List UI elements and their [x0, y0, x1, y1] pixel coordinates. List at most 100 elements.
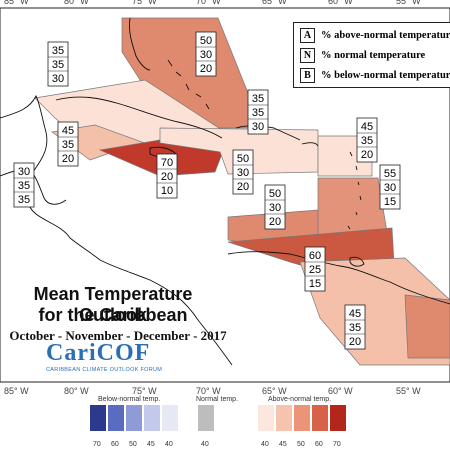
- legend-key-below: B: [300, 67, 315, 83]
- colorbar-value-above: 40: [261, 441, 269, 448]
- probability-box-frame: [232, 149, 254, 195]
- prob-normal: 35: [349, 322, 361, 334]
- prob-below: 20: [349, 336, 361, 348]
- prob-below: 35: [18, 194, 30, 206]
- prob-above: 35: [52, 45, 64, 57]
- logo-tagline: CARIBBEAN CLIMATE OUTLOOK FORUM: [46, 367, 163, 373]
- forecast-zones: [34, 17, 450, 366]
- lon-tick-60-bottom: 60° W: [328, 386, 353, 396]
- prob-below: 15: [309, 278, 321, 290]
- lon-tick-55: 55° W: [396, 0, 421, 6]
- prob-normal: 35: [18, 180, 30, 192]
- prob-normal: 30: [200, 49, 212, 61]
- map-title-line2: for the Caribbean: [38, 305, 188, 325]
- prob-above: 50: [237, 153, 249, 165]
- prob-above: 60: [309, 250, 321, 262]
- probability-box-gulf-mexico: 35 35 30: [47, 41, 69, 87]
- legend-label-above: % above-normal temperature: [321, 29, 450, 41]
- lon-tick-80-bottom: 80° W: [64, 386, 89, 396]
- prob-below: 20: [237, 181, 249, 193]
- lon-tick-60: 60° W: [328, 0, 353, 6]
- probability-box-bahamas-north: 50 30 20: [195, 31, 217, 77]
- colorbar-value-below: 60: [111, 441, 119, 448]
- lon-tick-85-bottom: 85° W: [4, 386, 29, 396]
- colorbar-value-above: 70: [333, 441, 341, 448]
- legend-key-normal: N: [300, 47, 315, 63]
- probability-legend: A % above-normal temperature N % normal …: [293, 22, 450, 88]
- colorbar-value-above: 45: [279, 441, 287, 448]
- probability-box-jamaica: 70 20 10: [156, 153, 178, 199]
- prob-above: 50: [269, 188, 281, 200]
- lon-tick-65: 65° W: [262, 0, 287, 6]
- lon-tick-65-bottom: 65° W: [262, 386, 287, 396]
- probability-box-frame: [156, 153, 178, 199]
- probability-box-cuba-west: 45 35 20: [57, 121, 79, 167]
- probability-box-frame: [356, 117, 378, 163]
- prob-normal: 35: [361, 135, 373, 147]
- prob-normal: 25: [309, 264, 321, 276]
- logo-name: CariCOF: [46, 340, 151, 366]
- probability-box-belize-yucatan: 30 35 35: [13, 162, 35, 208]
- probability-box-leeward: 45 35 20: [356, 117, 378, 163]
- legend-label-below: % below-normal temperature: [321, 69, 450, 81]
- prob-above: 45: [62, 125, 74, 137]
- prob-below: 20: [62, 153, 74, 165]
- lon-tick-70-bottom: 70° W: [196, 386, 221, 396]
- legend-row-above: A % above-normal temperature: [300, 26, 450, 44]
- forecast-period: October - November - December - 2017: [9, 328, 227, 343]
- lon-tick-85: 85° W: [4, 0, 29, 6]
- colorbar-below-title: Below-normal temp.: [98, 396, 161, 403]
- prob-above: 45: [349, 308, 361, 320]
- zone-guianas-east: [404, 294, 450, 359]
- prob-normal: 30: [269, 202, 281, 214]
- prob-below: 30: [52, 73, 64, 85]
- legend-row-below: B % below-normal temperature: [300, 66, 450, 84]
- probability-box-frame: [264, 184, 286, 230]
- probability-box-windward: 55 30 15: [379, 164, 401, 210]
- prob-above: 35: [252, 93, 264, 105]
- probability-box-central-caribbean: 50 30 20: [264, 184, 286, 230]
- map-title-line1: Mean Temperature Outlook: [33, 284, 193, 325]
- prob-above: 55: [384, 168, 396, 180]
- colorbar-value-above: 50: [297, 441, 305, 448]
- probability-box-frame: [247, 89, 269, 135]
- prob-below: 10: [161, 185, 173, 197]
- prob-above: 45: [361, 121, 373, 133]
- prob-below: 20: [269, 216, 281, 228]
- colorbar-value-below: 45: [147, 441, 155, 448]
- prob-below: 30: [252, 121, 264, 133]
- colorbar-above-title: Above-normal temp.: [268, 396, 332, 403]
- caricof-logo: CariCOF CARIBBEAN CLIMATE OUTLOOK FORUM: [46, 340, 162, 373]
- probability-box-hispaniola: 50 30 20: [232, 149, 254, 195]
- legend-key-above: A: [300, 27, 315, 43]
- prob-normal: 35: [252, 107, 264, 119]
- colorbar-normal-title: Normal temp.: [196, 396, 239, 403]
- longitude-ticks: 85° W 80° W 75° W 70° W 65° W 60° W 55° …: [4, 0, 421, 396]
- probability-box-southern-caribbean: 60 25 15: [304, 246, 326, 292]
- lon-tick-75-bottom: 75° W: [132, 386, 157, 396]
- probability-box-bahamas-south: 35 35 30: [247, 89, 269, 135]
- prob-below: 20: [361, 149, 373, 161]
- probability-box-frame: [379, 164, 401, 210]
- lon-tick-80: 80° W: [64, 0, 89, 6]
- prob-above: 50: [200, 35, 212, 47]
- prob-above: 70: [161, 157, 173, 169]
- prob-above: 30: [18, 166, 30, 178]
- prob-below: 15: [384, 196, 396, 208]
- probability-box-frame: [304, 246, 326, 292]
- legend-row-normal: N % normal temperature: [300, 46, 425, 64]
- prob-normal: 35: [62, 139, 74, 151]
- probability-box-guianas: 45 35 20: [344, 304, 366, 350]
- legend-label-normal: % normal temperature: [321, 49, 426, 61]
- prob-normal: 30: [384, 182, 396, 194]
- probability-box-frame: [47, 41, 69, 87]
- lon-tick-70: 70° W: [196, 0, 221, 6]
- lon-tick-55-bottom: 55° W: [396, 386, 421, 396]
- colorbar-value-normal: 40: [201, 441, 209, 448]
- coastlines: [0, 17, 450, 366]
- probability-box-frame: [13, 162, 35, 208]
- prob-normal: 20: [161, 171, 173, 183]
- probability-box-frame: [195, 31, 217, 77]
- colorbar-value-below: 40: [165, 441, 173, 448]
- colorbar-value-above: 60: [315, 441, 323, 448]
